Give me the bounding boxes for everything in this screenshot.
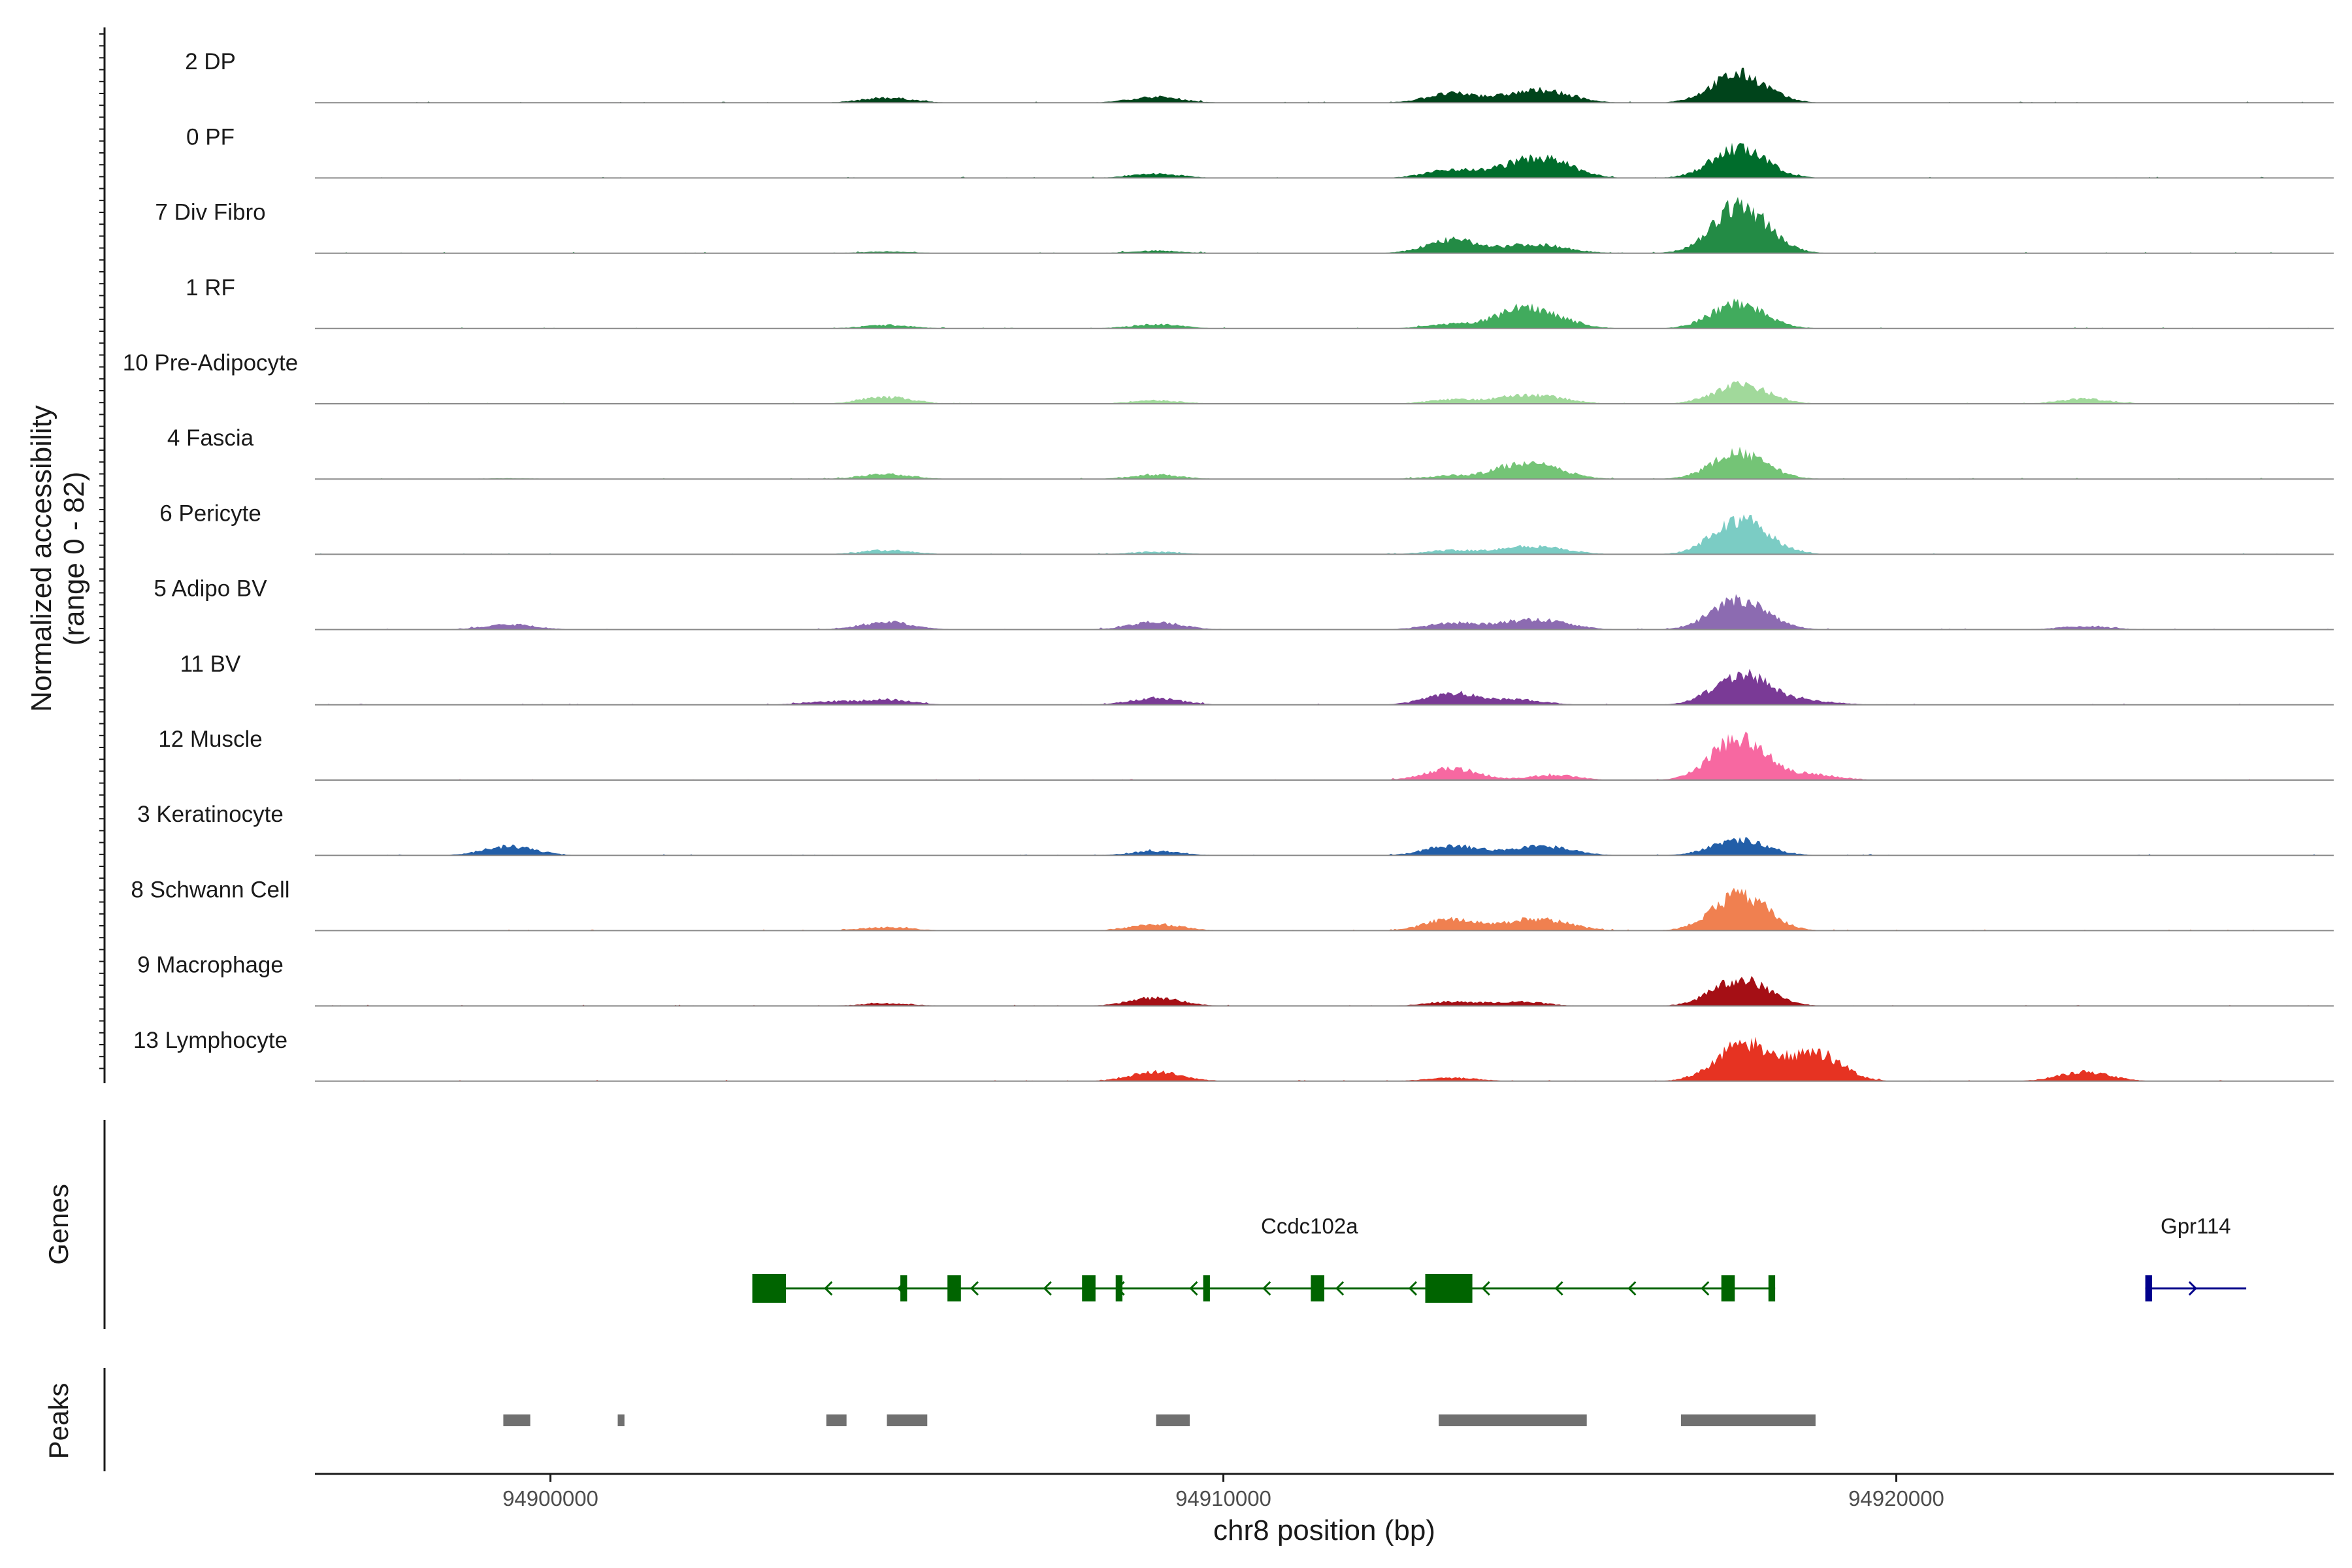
peaks-track bbox=[503, 1414, 1816, 1426]
x-tick-label: 94900000 bbox=[502, 1486, 598, 1511]
coverage-area-8 bbox=[315, 594, 2334, 630]
track-8-schwann-cell: 8 Schwann Cell bbox=[131, 877, 2334, 932]
exon bbox=[1203, 1275, 1210, 1301]
track-label: 13 Lymphocyte bbox=[133, 1028, 287, 1053]
coverage-area-11 bbox=[315, 836, 2334, 856]
track-label: 4 Fascia bbox=[167, 425, 254, 451]
gene-annotation-track: Ccdc102a Gpr114 bbox=[752, 1214, 2247, 1303]
track-label: 1 RF bbox=[186, 275, 235, 301]
track-label: 8 Schwann Cell bbox=[131, 877, 289, 902]
exon bbox=[1768, 1275, 1776, 1301]
track-label: 2 DP bbox=[185, 49, 236, 74]
track-6-pericyte: 6 Pericyte bbox=[159, 500, 2334, 555]
coverage-area-14 bbox=[315, 1036, 2334, 1081]
strand-chevron bbox=[1481, 1281, 1490, 1296]
peak-region bbox=[1156, 1414, 1190, 1426]
y-axis-ticks bbox=[99, 33, 105, 1070]
strand-chevron bbox=[1043, 1281, 1052, 1296]
gene-ccdc102a: Ccdc102a bbox=[752, 1214, 1776, 1303]
track-label: 10 Pre-Adipocyte bbox=[123, 350, 298, 376]
strand-chevron bbox=[970, 1281, 979, 1296]
track-label: 3 Keratinocyte bbox=[137, 802, 284, 827]
track-label: 5 Adipo BV bbox=[154, 576, 267, 602]
coverage-area-9 bbox=[315, 668, 2334, 705]
track-7-div-fibro: 7 Div Fibro bbox=[155, 197, 2334, 254]
x-tick-label: 94920000 bbox=[1848, 1486, 1944, 1511]
coverage-area-1 bbox=[315, 67, 2334, 103]
track-11-bv: 11 BV bbox=[180, 651, 2334, 706]
strand-chevron bbox=[1189, 1281, 1198, 1296]
track-label: 0 PF bbox=[186, 124, 235, 150]
coverage-area-3 bbox=[315, 197, 2334, 253]
peaks-panel-label: Peaks bbox=[43, 1383, 74, 1460]
track-label: 12 Muscle bbox=[158, 727, 263, 752]
coverage-area-7 bbox=[315, 514, 2334, 555]
strand-chevron bbox=[1701, 1281, 1710, 1296]
gene-label: Ccdc102a bbox=[1261, 1214, 1358, 1238]
strand-chevron bbox=[1627, 1281, 1637, 1296]
track-1-rf: 1 RF bbox=[186, 275, 2334, 329]
genes-panel-label: Genes bbox=[43, 1184, 74, 1265]
coverage-area-6 bbox=[315, 446, 2334, 480]
coverage-area-2 bbox=[315, 142, 2334, 178]
track-4-fascia: 4 Fascia bbox=[167, 425, 2334, 480]
exon bbox=[1311, 1275, 1324, 1301]
coverage-area-13 bbox=[315, 975, 2334, 1006]
strand-chevron bbox=[1408, 1281, 1418, 1296]
coverage-area-4 bbox=[315, 298, 2334, 329]
gene-label: Gpr114 bbox=[2161, 1214, 2231, 1238]
coverage-area-10 bbox=[315, 731, 2334, 780]
x-tick-label: 94910000 bbox=[1175, 1486, 1271, 1511]
exon bbox=[1082, 1275, 1096, 1301]
x-axis-ticks: 94900000 94910000 94920000 bbox=[502, 1474, 1944, 1511]
x-axis-title: chr8 position (bp) bbox=[1213, 1514, 1435, 1546]
track-2-dp: 2 DP bbox=[185, 49, 2334, 104]
peak-region bbox=[826, 1414, 847, 1426]
peak-region bbox=[503, 1414, 531, 1426]
peak-region bbox=[1680, 1414, 1816, 1426]
track-12-muscle: 12 Muscle bbox=[158, 727, 2334, 781]
strand-chevron bbox=[2188, 1281, 2197, 1296]
exon bbox=[2145, 1275, 2152, 1301]
track-label: 11 BV bbox=[180, 651, 241, 677]
track-9-macrophage: 9 Macrophage bbox=[137, 953, 2334, 1007]
exon bbox=[1425, 1274, 1473, 1303]
strand-chevron bbox=[1262, 1281, 1271, 1296]
strand-chevron bbox=[1335, 1281, 1345, 1296]
gene-gpr114: Gpr114 bbox=[2145, 1214, 2247, 1301]
track-0-pf: 0 PF bbox=[186, 124, 2334, 179]
exon bbox=[1115, 1275, 1122, 1301]
track-5-adipo-bv: 5 Adipo BV bbox=[154, 576, 2334, 630]
track-label: 7 Div Fibro bbox=[155, 200, 265, 225]
peak-region bbox=[1439, 1414, 1587, 1426]
track-10-pre-adipocyte: 10 Pre-Adipocyte bbox=[123, 350, 2334, 404]
peak-region bbox=[887, 1414, 928, 1426]
strand-chevron bbox=[1554, 1281, 1563, 1296]
exon bbox=[947, 1275, 961, 1301]
coverage-area-5 bbox=[315, 380, 2334, 404]
strand-chevron bbox=[824, 1281, 833, 1296]
track-label: 6 Pericyte bbox=[159, 500, 261, 526]
coverage-tracks: 2 DP 0 PF 7 Div Fibro 1 RF 10 Pre-Adipocyte 4… bbox=[123, 49, 2334, 1082]
exon bbox=[752, 1274, 786, 1303]
coverage-area-12 bbox=[315, 887, 2334, 931]
track-label: 9 Macrophage bbox=[137, 953, 284, 978]
y-axis-title: Normalized accessibility bbox=[25, 405, 57, 711]
track-13-lymphocyte: 13 Lymphocyte bbox=[133, 1028, 2334, 1082]
track-3-keratinocyte: 3 Keratinocyte bbox=[137, 802, 2334, 857]
y-axis-range-label: (range 0 - 82) bbox=[58, 472, 90, 646]
peak-region bbox=[617, 1414, 625, 1426]
exon bbox=[1721, 1275, 1735, 1301]
exon bbox=[900, 1275, 907, 1301]
